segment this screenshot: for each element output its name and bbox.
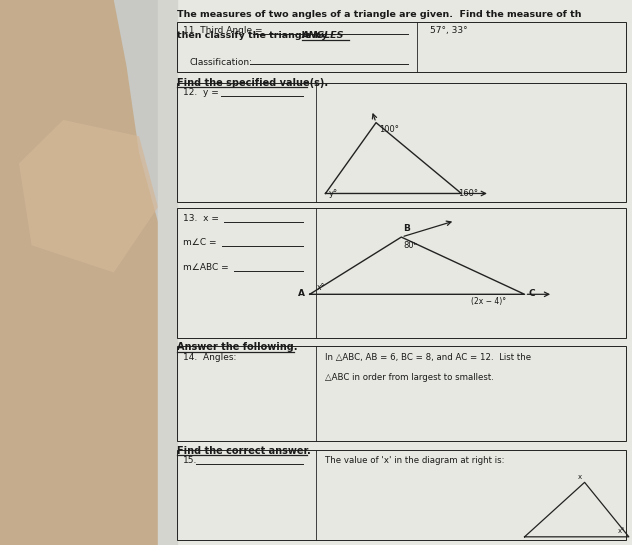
Text: (2x − 4)°: (2x − 4)° (471, 297, 506, 306)
Text: 11  Third Angle =: 11 Third Angle = (183, 26, 265, 35)
Text: The measures of two angles of a triangle are given.  Find the measure of th: The measures of two angles of a triangle… (177, 10, 581, 19)
Text: 160°: 160° (458, 189, 478, 198)
Bar (177, 83, 626, 202)
Bar (177, 22, 626, 72)
Text: Find the specified value(s).: Find the specified value(s). (177, 78, 328, 88)
Text: x°: x° (317, 282, 325, 292)
Text: 100°: 100° (379, 125, 399, 135)
Text: 57°, 33°: 57°, 33° (430, 26, 468, 35)
Text: m∠C =: m∠C = (183, 238, 220, 247)
Text: In △ABC, AB = 6, BC = 8, and AC = 12.  List the: In △ABC, AB = 6, BC = 8, and AC = 12. Li… (325, 353, 532, 362)
Text: then classify the triangle by: then classify the triangle by (177, 31, 331, 40)
Bar (177, 346, 626, 441)
Text: The value of 'x' in the diagram at right is:: The value of 'x' in the diagram at right… (325, 456, 505, 465)
Text: 12.  y =: 12. y = (183, 88, 222, 98)
Text: Answer the following.: Answer the following. (177, 342, 298, 352)
Text: x: x (577, 474, 581, 480)
Text: y°: y° (329, 189, 337, 198)
FancyBboxPatch shape (158, 0, 632, 545)
Text: 14.  Angles:: 14. Angles: (183, 353, 236, 362)
Polygon shape (0, 0, 202, 545)
Text: Find the correct answer.: Find the correct answer. (177, 446, 311, 456)
Text: 15.: 15. (183, 456, 198, 465)
Text: m∠ABC =: m∠ABC = (183, 263, 232, 272)
Bar (177, 208, 626, 338)
Text: 13.  x =: 13. x = (183, 214, 222, 223)
Text: B: B (403, 223, 410, 233)
Text: △ABC in order from largest to smallest.: △ABC in order from largest to smallest. (325, 373, 494, 383)
Text: Classification:: Classification: (190, 58, 253, 68)
Text: ANGLES: ANGLES (302, 31, 344, 40)
Polygon shape (19, 120, 158, 272)
Text: 80ᵇ: 80ᵇ (403, 241, 418, 251)
Text: C: C (528, 289, 535, 298)
Text: x°: x° (618, 528, 626, 534)
Bar (177, 450, 626, 540)
Text: A: A (298, 289, 305, 298)
